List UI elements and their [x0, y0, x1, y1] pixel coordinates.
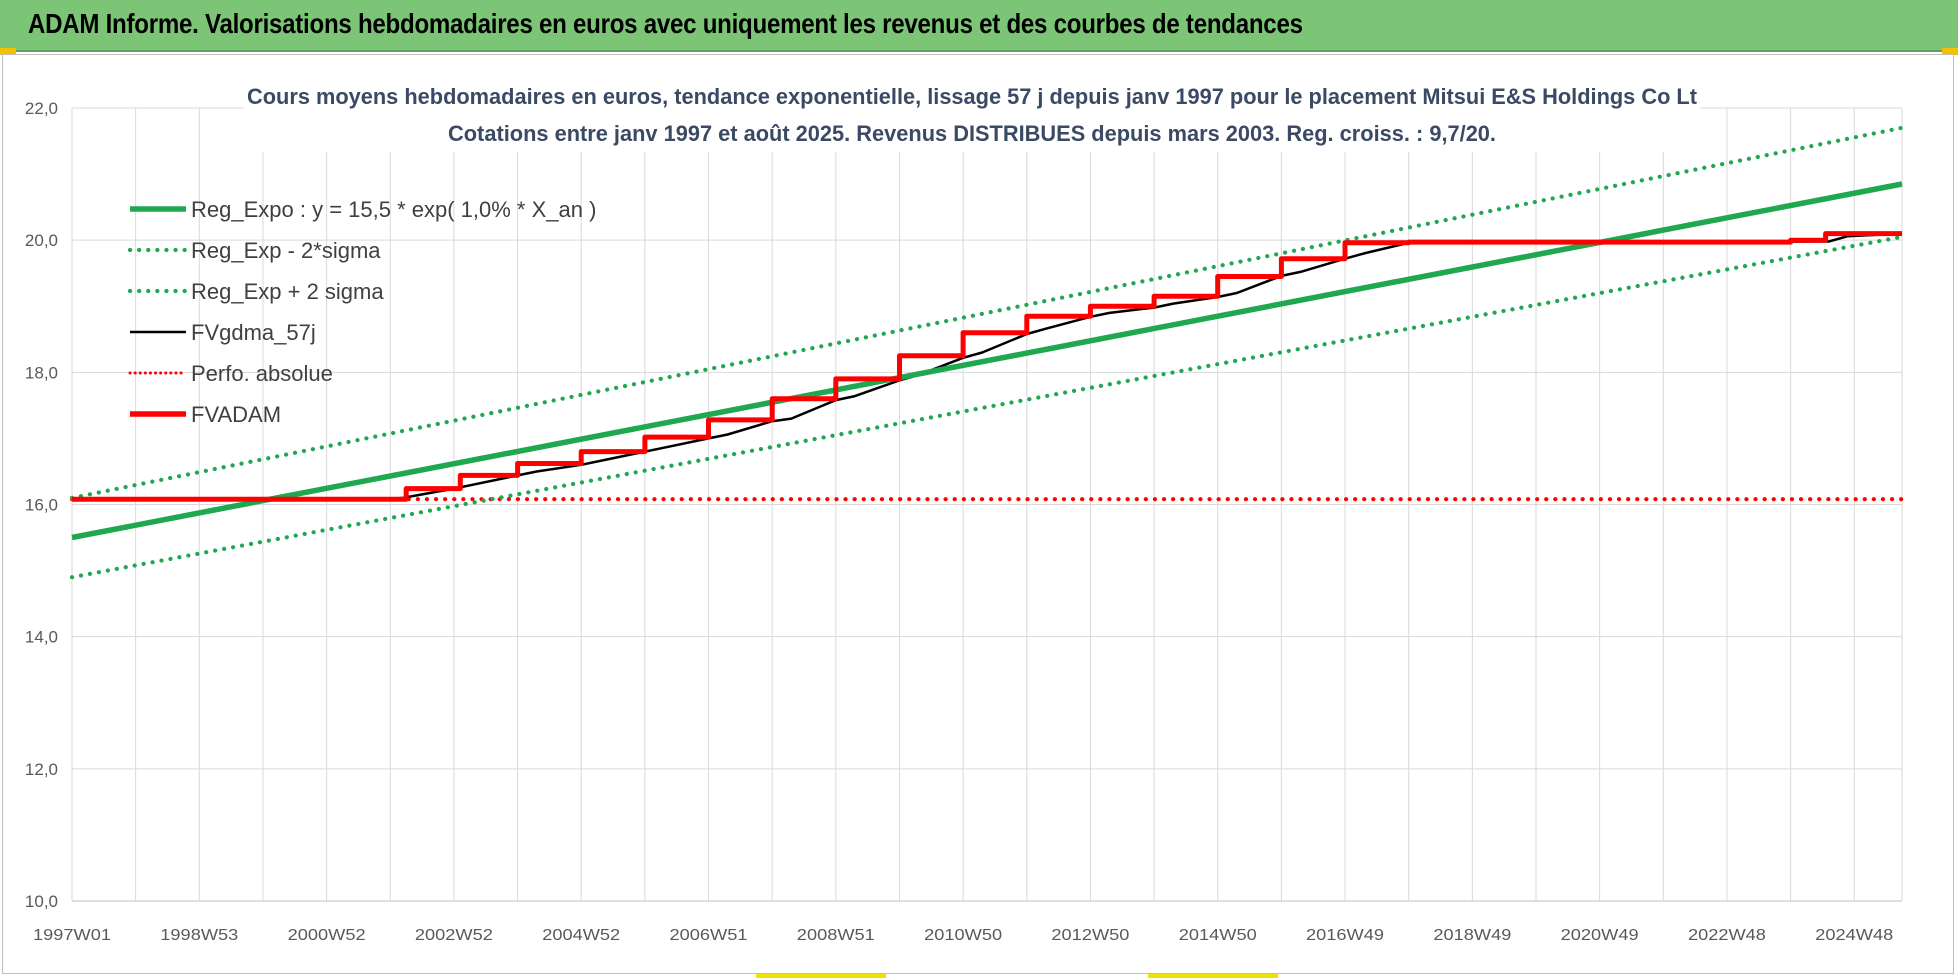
x-tick-label: 2016W49 [1306, 927, 1384, 944]
report-banner: ADAM Informe. Valorisations hebdomadaire… [0, 0, 1958, 52]
y-tick-label: 16,0 [25, 496, 58, 515]
chart-title-line1: Cours moyens hebdomadaires en euros, ten… [247, 84, 1698, 109]
x-tick-label: 2006W51 [670, 927, 748, 944]
x-tick-label: 2014W50 [1179, 927, 1257, 944]
series-line-2 [69, 125, 1905, 500]
chart-title-block: Cours moyens hebdomadaires en euros, ten… [244, 78, 1700, 152]
chart-frame [2, 54, 1954, 974]
series-line-1 [69, 234, 1905, 580]
corner-mark-left [0, 48, 16, 55]
x-tick-label: 2004W52 [542, 927, 620, 944]
y-tick-label: 18,0 [25, 363, 58, 382]
legend-label: Reg_Exp + 2 sigma [191, 279, 384, 304]
x-tick-label: 2008W51 [797, 927, 875, 944]
y-axis-ticks: 10,0 12,0 14,0 16,0 18,0 20,0 22,0 [25, 99, 58, 911]
y-tick-label: 14,0 [25, 628, 58, 647]
legend-label: FVgdma_57j [191, 320, 316, 345]
series-line-3 [72, 232, 1903, 501]
x-tick-label: 2018W49 [1433, 927, 1511, 944]
x-tick-label: 2010W50 [924, 927, 1002, 944]
grid-lines [71, 107, 1903, 902]
legend-label: Perfo. absolue [191, 361, 333, 386]
y-tick-label: 12,0 [25, 760, 58, 779]
x-tick-label: 2012W50 [1051, 927, 1129, 944]
sheet-tab-marker [1148, 974, 1278, 978]
series-layer [69, 125, 1905, 580]
legend-label: Reg_Exp - 2*sigma [191, 238, 381, 263]
y-tick-label: 22,0 [25, 99, 58, 118]
x-tick-label: 2002W52 [415, 927, 493, 944]
legend-label: FVADAM [191, 402, 281, 427]
x-tick-label: 2020W49 [1561, 927, 1639, 944]
legend-label: Reg_Expo : y = 15,5 * exp( 1,0% * X_an ) [191, 197, 596, 222]
series-line-5 [72, 231, 1902, 502]
x-tick-label: 1997W01 [33, 927, 111, 944]
legend: Reg_Expo : y = 15,5 * exp( 1,0% * X_an )… [127, 197, 596, 427]
chart-title-line2: Cotations entre janv 1997 et août 2025. … [448, 121, 1496, 146]
x-tick-label: 2022W48 [1688, 927, 1766, 944]
x-tick-label: 2000W52 [288, 927, 366, 944]
sheet-tab-marker [756, 974, 886, 978]
x-tick-label: 2024W48 [1815, 927, 1893, 944]
y-tick-label: 10,0 [25, 892, 58, 911]
y-tick-label: 20,0 [25, 231, 58, 250]
x-axis-ticks: 1997W01 1998W53 2000W52 2002W52 2004W52 2006W… [33, 927, 1893, 944]
report-title: ADAM Informe. Valorisations hebdomadaire… [28, 8, 1303, 39]
corner-mark-right [1942, 48, 1958, 55]
x-tick-label: 1998W53 [160, 927, 238, 944]
title-background [244, 78, 1700, 152]
